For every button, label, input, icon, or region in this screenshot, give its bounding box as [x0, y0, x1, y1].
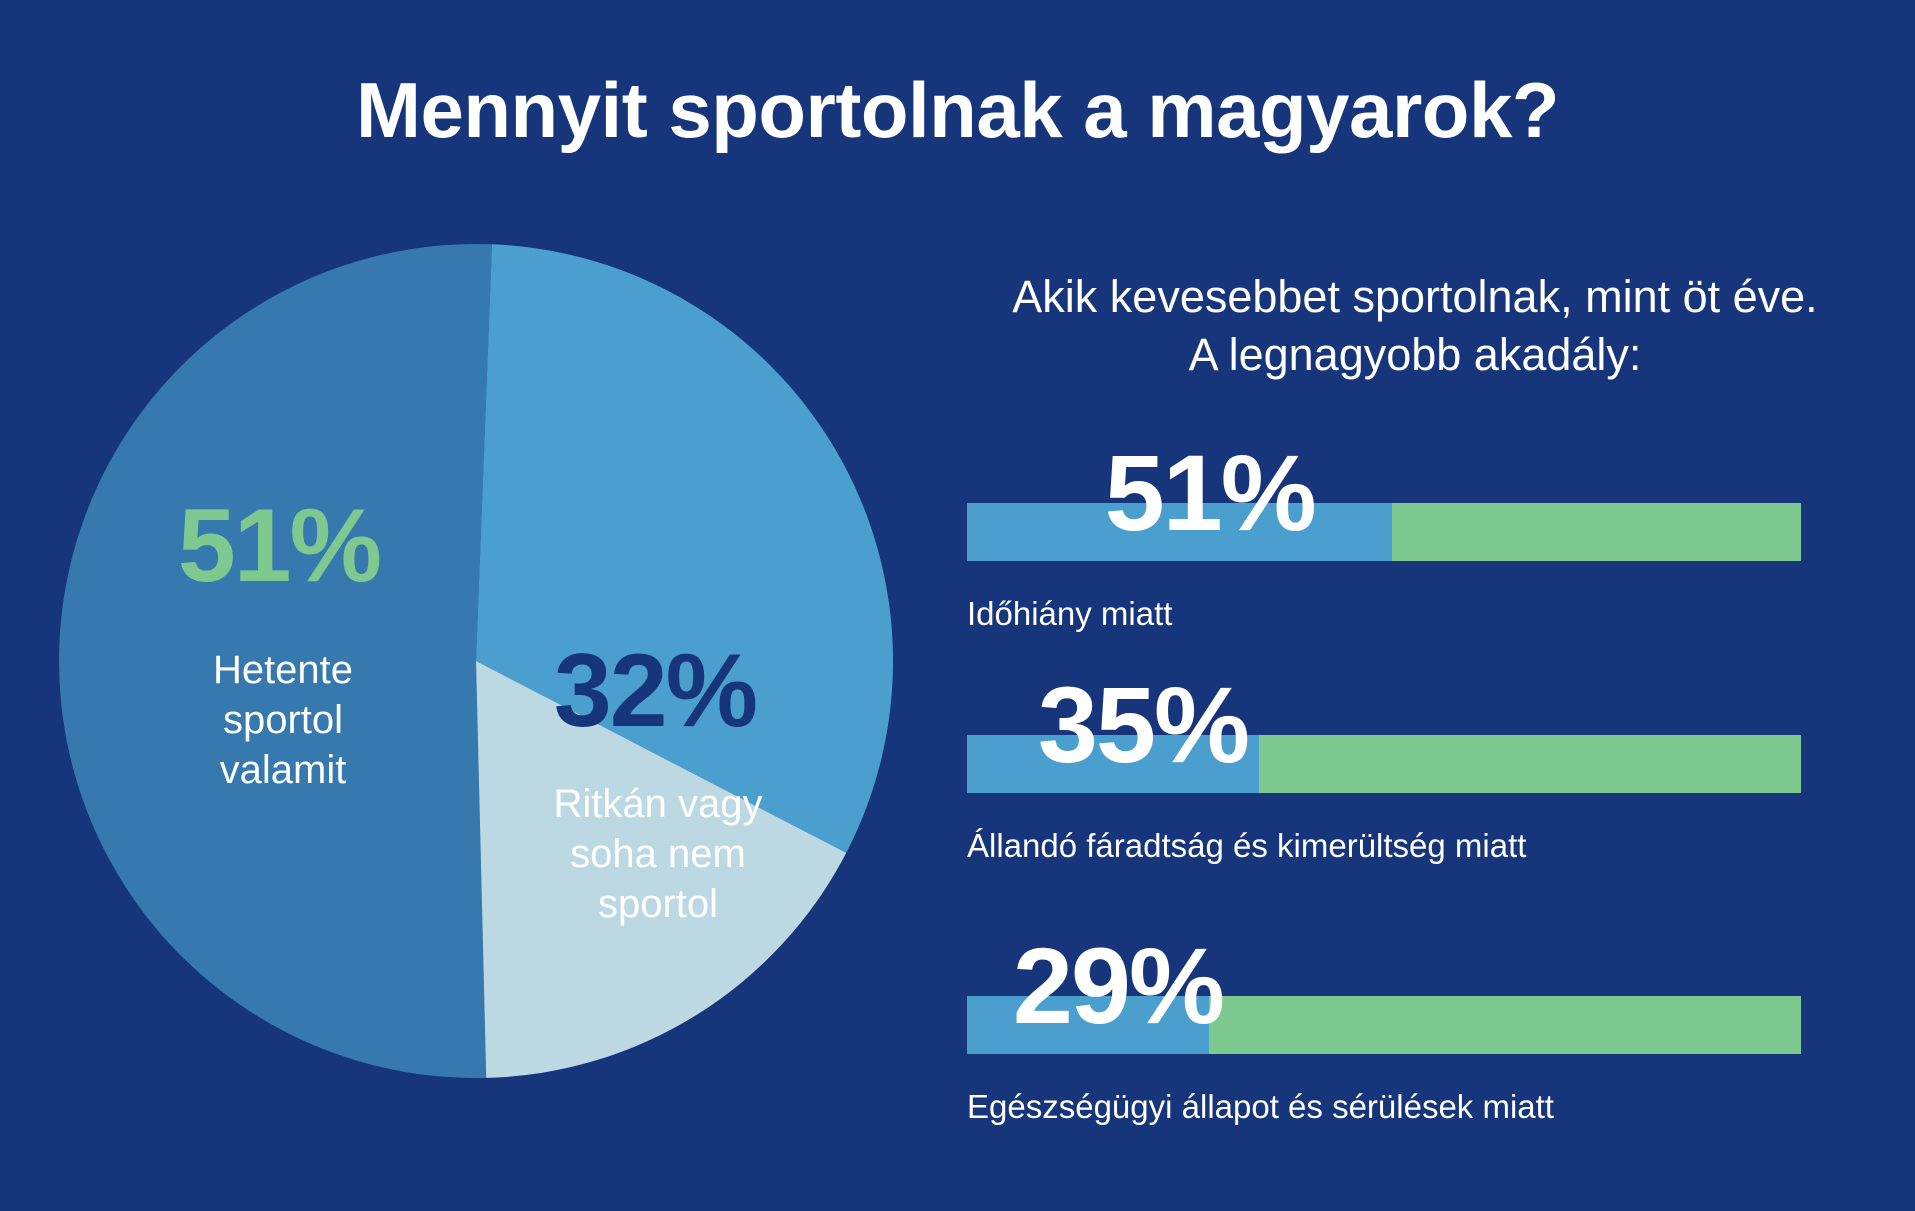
bar-category-label: Időhiány miatt — [967, 595, 1173, 632]
bar-value-label: 51% — [1104, 432, 1317, 553]
bar-fill — [967, 503, 1393, 561]
pie-slice-2-value: 32% — [554, 633, 756, 749]
pie-slice-1 — [59, 244, 493, 1079]
bar-track — [967, 735, 1801, 793]
pie-slice-2 — [476, 244, 893, 853]
bar-category-label: Állandó fáradtság és kimerültség miatt — [967, 827, 1527, 864]
pie-slice-2-label-line-1: Ritkán vagy — [554, 782, 763, 826]
pie-slice-1-label-line-2: sportol — [223, 698, 343, 742]
pie-slice-1-label-line-1: Hetente — [213, 648, 353, 692]
bar-track — [967, 996, 1801, 1054]
page-title: Mennyit sportolnak a magyarok? — [356, 66, 1559, 154]
bar-chart-title: Akik kevesebbet sportolnak, mint öt éve.… — [915, 268, 1915, 384]
bar-track — [967, 503, 1801, 561]
bar-value-label: 29% — [1012, 925, 1225, 1046]
bar-value-label: 35% — [1037, 664, 1250, 785]
bar-category-label: Egészségügyi állapot és sérülések miatt — [967, 1088, 1554, 1125]
pie-slice-1-label-line-3: valamit — [220, 748, 347, 792]
pie-slice-2-label-line-3: sportol — [598, 882, 718, 926]
pie-slice-2-label-line-2: soha nem — [570, 832, 746, 876]
bar-fill — [967, 735, 1259, 793]
bar-chart-title-line-2: A legnagyobb akadály: — [1188, 329, 1642, 380]
pie-slice-3 — [476, 661, 847, 1078]
bar-fill — [967, 996, 1209, 1054]
pie-slice-1-value: 51% — [178, 488, 380, 604]
bar-chart-title-line-1: Akik kevesebbet sportolnak, mint öt éve. — [1012, 271, 1818, 322]
